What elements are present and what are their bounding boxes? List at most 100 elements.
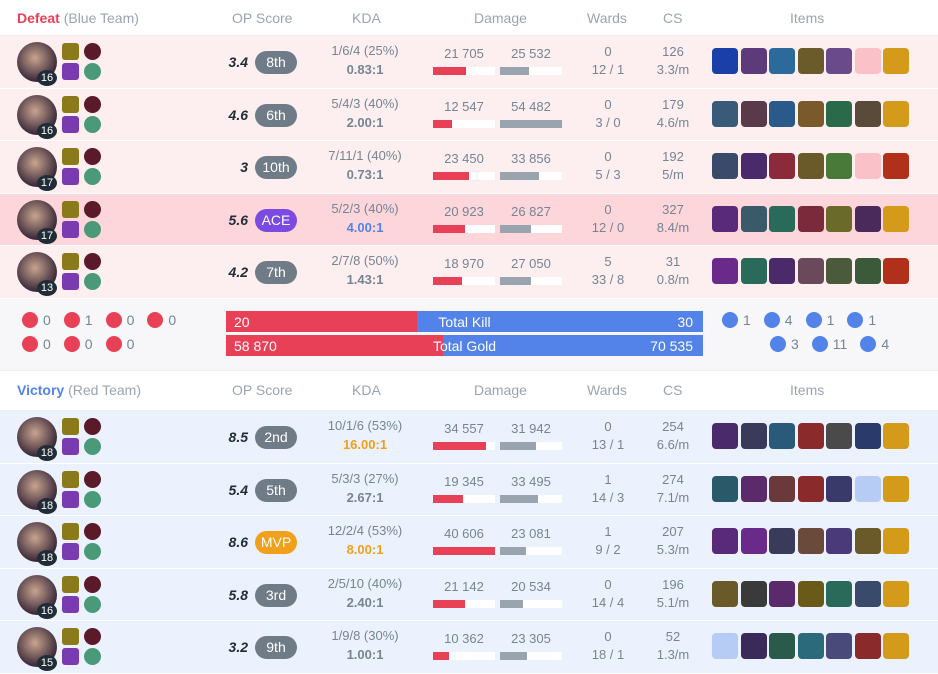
item-slot[interactable] [854,528,881,555]
item-slot[interactable] [797,153,824,180]
item-slot[interactable] [854,422,881,449]
item-slot[interactable] [740,528,767,555]
damage-dealt: 23 450 [444,151,484,167]
cs: 179 [662,96,684,112]
item-slot[interactable] [826,475,852,502]
item-slot[interactable] [797,580,824,607]
item-slot[interactable] [797,100,824,127]
item-slot[interactable] [826,153,852,180]
item-slot[interactable] [740,258,767,285]
atakhan-count: 0 [126,335,135,352]
champion-portrait[interactable]: 13 [17,252,57,297]
item-slot[interactable] [797,633,824,660]
item-slot[interactable] [712,48,738,74]
damage-taken: 25 532 [511,46,551,61]
item-slot[interactable] [883,258,909,285]
champion-portrait[interactable]: 16 [17,94,57,139]
item-slot[interactable] [826,258,852,285]
champion-portrait[interactable]: 15 [17,627,57,672]
item-slot[interactable] [769,205,795,232]
item-slot[interactable] [769,153,795,180]
summoner-spell-icon [62,437,79,455]
item-slot[interactable] [712,258,738,285]
item-slot[interactable] [883,633,909,660]
rank-badge: 6th [255,103,297,127]
item-slot[interactable] [712,153,738,180]
item-slot[interactable] [883,205,909,232]
item-slot[interactable] [712,475,738,502]
wards-placed-killed: 5 / 3 [595,167,621,183]
item-slot[interactable] [769,48,795,74]
cs: 274 [662,471,684,487]
champion-portrait[interactable]: 17 [17,199,57,244]
champion-portrait[interactable]: 17 [17,147,57,192]
grubs-icon [147,311,164,328]
item-slot[interactable] [826,422,852,449]
damage-taken-bar [500,277,562,286]
item-slot[interactable] [769,475,795,502]
item-slot[interactable] [883,422,909,449]
item-slot[interactable] [769,258,795,285]
item-slot[interactable] [854,48,881,74]
champion-portrait[interactable]: 16 [17,574,57,619]
item-slot[interactable] [797,48,824,74]
item-slot[interactable] [712,528,738,555]
item-slot[interactable] [740,422,767,449]
item-slot[interactable] [826,48,852,74]
item-slot[interactable] [883,153,909,180]
blue-team-rows: 16 3.4 8th 1/6/4 (25%) 0.83:1 21 705 25 … [0,36,938,299]
item-slot[interactable] [883,528,909,555]
kda: 12/2/4 (53%) [327,523,403,539]
grubs-count: 0 [168,311,177,328]
item-slot[interactable] [769,528,795,555]
item-slot[interactable] [712,580,738,607]
item-slot[interactable] [826,100,852,127]
item-slot[interactable] [826,528,852,555]
champion-portrait[interactable]: 16 [17,42,57,86]
item-slot[interactable] [797,475,824,502]
item-slot[interactable] [883,580,909,607]
item-slot[interactable] [769,633,795,660]
item-slot[interactable] [769,100,795,127]
item-slot[interactable] [740,100,767,127]
item-slot[interactable] [797,528,824,555]
item-slot[interactable] [712,633,738,660]
item-slot[interactable] [883,475,909,502]
item-slot[interactable] [826,205,852,232]
item-slot[interactable] [883,48,909,74]
item-slot[interactable] [769,580,795,607]
item-slot[interactable] [854,258,881,285]
item-slot[interactable] [826,580,852,607]
team-result: Victory [17,382,65,399]
item-slot[interactable] [797,422,824,449]
item-slot[interactable] [854,153,881,180]
item-slot[interactable] [740,475,767,502]
champion-portrait[interactable]: 18 [17,469,57,514]
champion-portrait[interactable]: 18 [17,522,57,567]
damage-dealt-bar [433,494,495,503]
item-slot[interactable] [854,580,881,607]
item-slot[interactable] [740,205,767,232]
item-slot[interactable] [712,100,738,127]
item-slot[interactable] [769,422,795,449]
item-slot[interactable] [854,475,881,502]
item-slot[interactable] [854,633,881,660]
item-slot[interactable] [797,258,824,285]
item-slot[interactable] [740,48,767,74]
item-slot[interactable] [797,205,824,232]
item-slot[interactable] [854,205,881,232]
summoner-spell-icon [62,253,79,271]
secondary-rune-icon [84,437,101,455]
item-slot[interactable] [740,633,767,660]
atakhan-icon [105,335,122,352]
item-slot[interactable] [854,100,881,127]
item-slot[interactable] [740,580,767,607]
item-slot[interactable] [712,422,738,449]
damage-dealt-bar [433,652,495,661]
champion-portrait[interactable]: 18 [17,416,57,461]
item-slot[interactable] [883,100,909,127]
kda: 10/1/6 (53%) [327,417,403,433]
item-slot[interactable] [712,205,738,232]
item-slot[interactable] [740,153,767,180]
item-slot[interactable] [826,633,852,660]
